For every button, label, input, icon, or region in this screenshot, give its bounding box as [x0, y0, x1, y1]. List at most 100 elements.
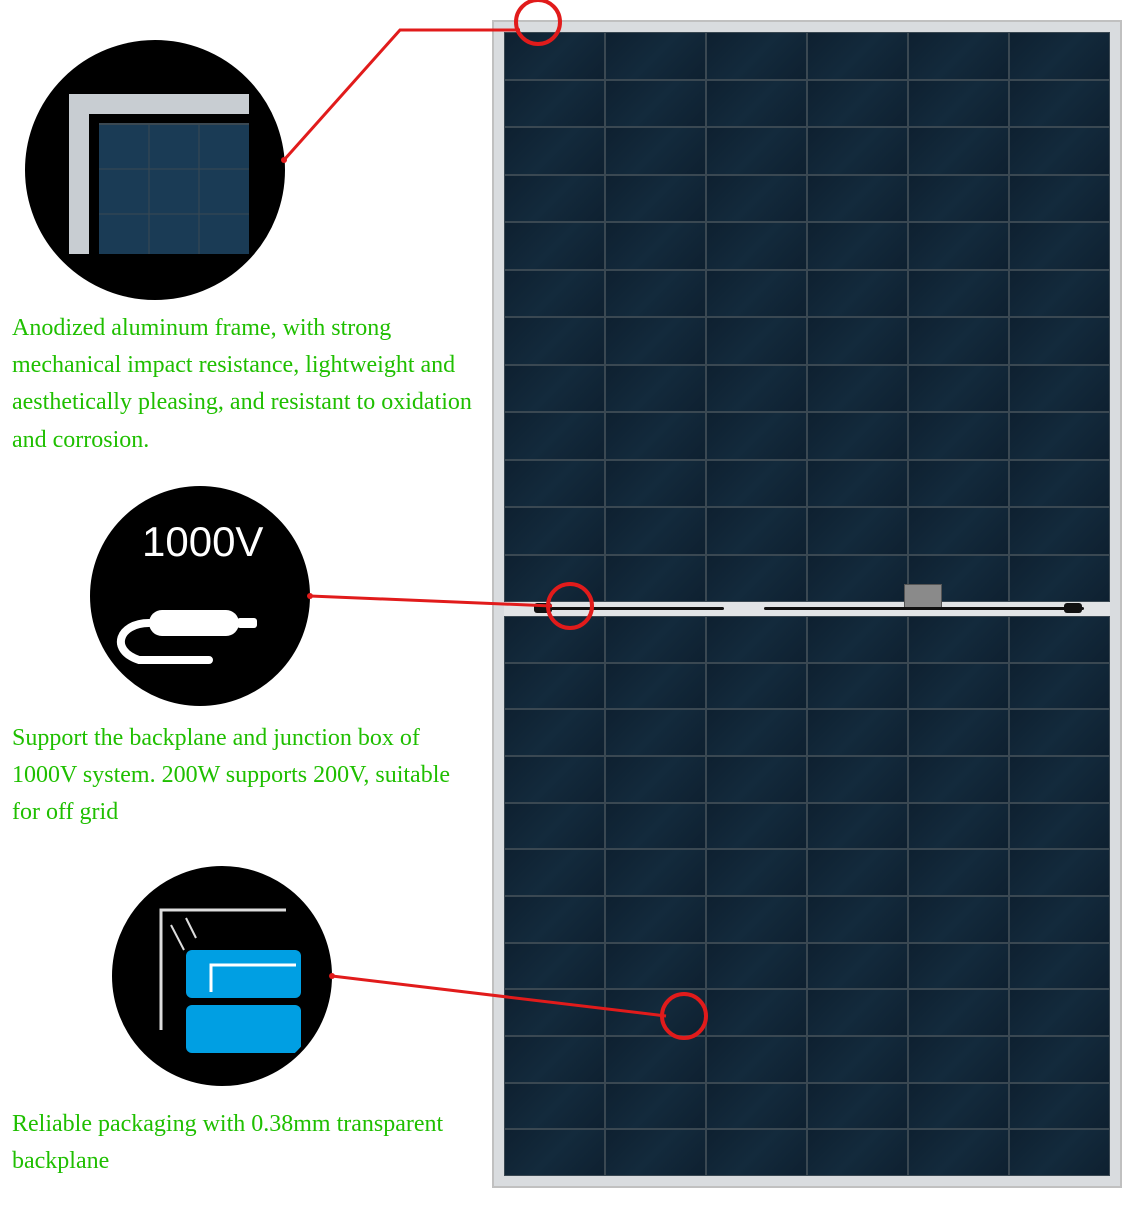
- solar-cell: [504, 1129, 605, 1176]
- solar-cell: [908, 32, 1009, 80]
- solar-cell: [504, 663, 605, 710]
- solar-cell: [504, 803, 605, 850]
- solar-cell: [605, 80, 706, 128]
- solar-cell: [706, 555, 807, 603]
- mc4-connector: [1064, 603, 1082, 613]
- solar-cell: [504, 616, 605, 663]
- solar-cell: [706, 1129, 807, 1176]
- solar-cell: [706, 175, 807, 223]
- solar-cell: [504, 32, 605, 80]
- solar-cell: [605, 127, 706, 175]
- solar-cell: [1009, 412, 1110, 460]
- panel-wire: [764, 607, 1084, 610]
- solar-cell: [504, 127, 605, 175]
- solar-cell: [706, 943, 807, 990]
- solar-cell: [908, 1083, 1009, 1130]
- solar-cell: [605, 663, 706, 710]
- solar-cell: [908, 616, 1009, 663]
- solar-cell: [908, 803, 1009, 850]
- solar-cell: [504, 989, 605, 1036]
- solar-cell: [605, 270, 706, 318]
- solar-cell: [807, 1083, 908, 1130]
- solar-cell: [706, 989, 807, 1036]
- solar-cell: [706, 222, 807, 270]
- solar-cell: [706, 896, 807, 943]
- detail-circle-frame: [25, 40, 285, 300]
- solar-cell: [1009, 989, 1110, 1036]
- solar-cell: [807, 175, 908, 223]
- solar-cell: [1009, 709, 1110, 756]
- solar-cell: [1009, 507, 1110, 555]
- solar-cell: [706, 616, 807, 663]
- solar-cell: [605, 365, 706, 413]
- solar-cell: [807, 507, 908, 555]
- solar-cell: [706, 80, 807, 128]
- detail-circle-backplane: [112, 866, 332, 1086]
- solar-cell: [908, 317, 1009, 365]
- solar-cell: [706, 317, 807, 365]
- solar-cell: [1009, 80, 1110, 128]
- solar-cell: [807, 849, 908, 896]
- voltage-description: Support the backplane and junction box o…: [12, 720, 482, 832]
- solar-cell: [504, 412, 605, 460]
- solar-cell: [706, 1083, 807, 1130]
- solar-cell: [807, 756, 908, 803]
- solar-cell: [706, 460, 807, 508]
- solar-cell: [908, 849, 1009, 896]
- solar-cell: [908, 1036, 1009, 1083]
- solar-cell: [504, 896, 605, 943]
- solar-cell: [807, 1036, 908, 1083]
- solar-panel: [494, 22, 1120, 1186]
- solar-cell: [1009, 32, 1110, 80]
- solar-cell: [1009, 317, 1110, 365]
- solar-cell: [605, 849, 706, 896]
- solar-cell: [908, 460, 1009, 508]
- panel-wire: [544, 607, 724, 610]
- solar-cell: [908, 127, 1009, 175]
- solar-cell: [706, 32, 807, 80]
- solar-cell: [605, 709, 706, 756]
- solar-cell: [807, 127, 908, 175]
- solar-cell: [807, 317, 908, 365]
- solar-cell: [1009, 849, 1110, 896]
- solar-cell: [605, 555, 706, 603]
- solar-cell: [1009, 365, 1110, 413]
- solar-cell: [1009, 1083, 1110, 1130]
- cell-grid-top: [504, 32, 1110, 602]
- solar-cell: [504, 175, 605, 223]
- solar-cell: [908, 175, 1009, 223]
- cable-connector-icon: [94, 490, 310, 706]
- solar-cell: [908, 756, 1009, 803]
- detail-circle-voltage: 1000V: [90, 486, 310, 706]
- solar-cell: [706, 849, 807, 896]
- solar-cell: [807, 412, 908, 460]
- solar-cell: [908, 663, 1009, 710]
- solar-cell: [1009, 460, 1110, 508]
- solar-cell: [605, 507, 706, 555]
- solar-cell: [706, 507, 807, 555]
- solar-cell: [706, 803, 807, 850]
- solar-cell: [1009, 803, 1110, 850]
- solar-cell: [706, 663, 807, 710]
- solar-cell: [605, 1036, 706, 1083]
- solar-cell: [504, 1036, 605, 1083]
- solar-cell: [807, 709, 908, 756]
- solar-cell: [605, 317, 706, 365]
- cell-grid-bottom: [504, 616, 1110, 1176]
- solar-cell: [605, 32, 706, 80]
- solar-cell: [1009, 555, 1110, 603]
- solar-cell: [605, 1129, 706, 1176]
- solar-cell: [908, 412, 1009, 460]
- solar-cell: [706, 1036, 807, 1083]
- solar-cell: [908, 989, 1009, 1036]
- solar-cell: [605, 943, 706, 990]
- solar-cell: [605, 175, 706, 223]
- solar-cell: [504, 317, 605, 365]
- solar-cell: [504, 507, 605, 555]
- solar-cell: [908, 1129, 1009, 1176]
- solar-cell: [605, 989, 706, 1036]
- solar-cell: [1009, 1036, 1110, 1083]
- solar-cell: [1009, 127, 1110, 175]
- solar-cell: [908, 365, 1009, 413]
- solar-cell: [807, 616, 908, 663]
